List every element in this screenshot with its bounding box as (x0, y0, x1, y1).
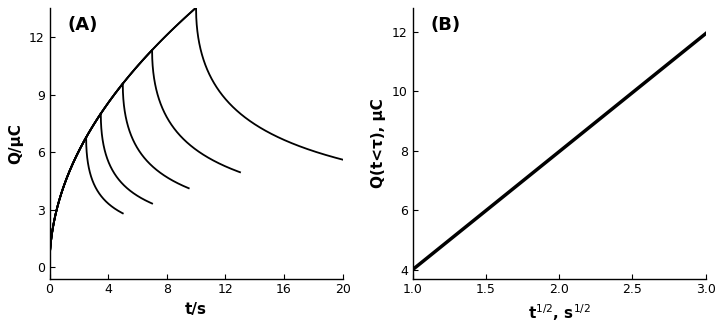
Text: (B): (B) (430, 17, 460, 34)
Y-axis label: Q/μC: Q/μC (9, 123, 23, 164)
X-axis label: t$^{1/2}$, s$^{1/2}$: t$^{1/2}$, s$^{1/2}$ (528, 302, 591, 323)
Text: (A): (A) (67, 17, 98, 34)
X-axis label: t/s: t/s (185, 302, 207, 317)
Y-axis label: Q(t<τ), μC: Q(t<τ), μC (371, 99, 387, 188)
